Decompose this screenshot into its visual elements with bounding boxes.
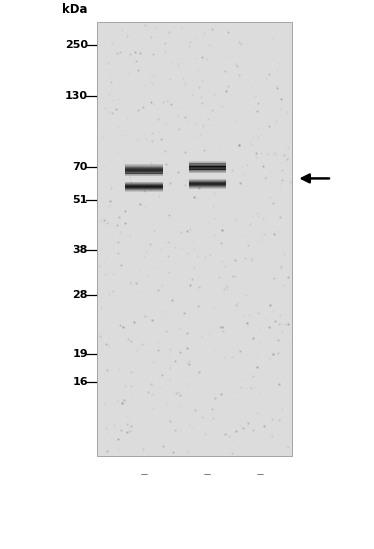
Text: 250: 250 bbox=[65, 40, 88, 50]
Text: 51: 51 bbox=[73, 195, 88, 205]
Text: —: — bbox=[141, 472, 147, 478]
Text: 28: 28 bbox=[73, 290, 88, 300]
Text: —: — bbox=[204, 472, 211, 478]
Bar bbox=[97, 22, 292, 456]
Text: 70: 70 bbox=[73, 163, 88, 172]
Text: —: — bbox=[257, 472, 263, 478]
Text: 130: 130 bbox=[65, 91, 88, 101]
Text: 19: 19 bbox=[72, 349, 88, 359]
Text: kDa: kDa bbox=[62, 3, 88, 16]
Text: 38: 38 bbox=[73, 245, 88, 255]
Text: 16: 16 bbox=[72, 377, 88, 386]
